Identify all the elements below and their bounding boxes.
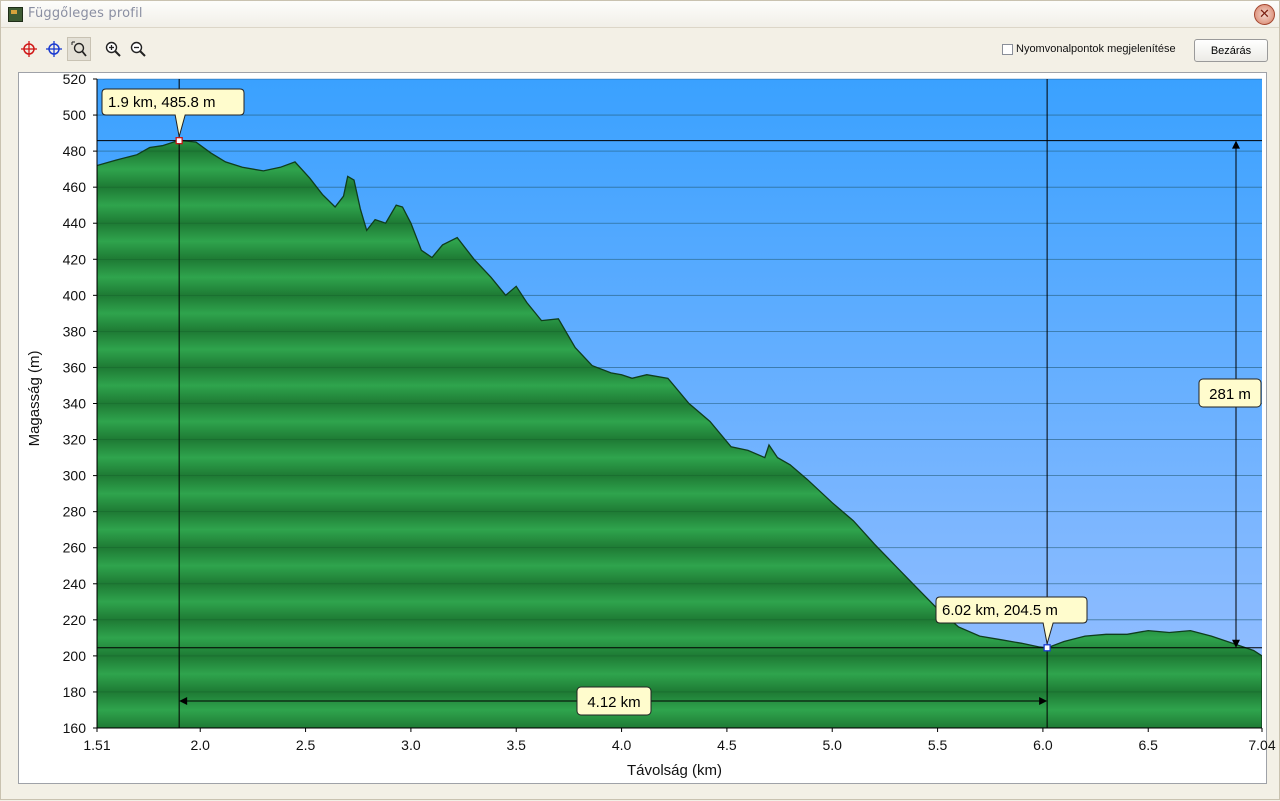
x-tick-label: 4.5 <box>717 737 737 753</box>
distance-box <box>576 686 652 716</box>
title-bar: Függőleges profil ✕ <box>1 1 1279 28</box>
zoom-in-icon[interactable] <box>101 37 125 61</box>
y-tick-label: 320 <box>63 432 87 448</box>
x-tick-label: 1.51 <box>83 737 110 753</box>
x-tick-label: 6.5 <box>1139 737 1159 753</box>
height-label: 281 m <box>1209 386 1251 403</box>
y-tick-label: 480 <box>63 143 87 159</box>
toolbar <box>17 37 150 63</box>
axes: 160 180 200 220 240 260 280 300 320 340 360 380 400 4… <box>26 71 1276 779</box>
window-close-button[interactable]: ✕ <box>1254 4 1275 25</box>
callout-label: 1.9 km, 485.8 m <box>108 94 216 111</box>
y-axis-title: Magasság (m) <box>26 351 43 447</box>
x-tick-label: 3.5 <box>506 737 526 753</box>
distance-arrow-head-right <box>1039 697 1048 705</box>
x-tick-label: 4.0 <box>612 737 632 753</box>
x-tick-label: 5.0 <box>823 737 843 753</box>
x-axis-title: Távolság (km) <box>627 762 722 779</box>
height-arrow-head-bottom <box>1232 639 1240 648</box>
y-tick-label: 180 <box>63 684 87 700</box>
end-point-callout: 6.02 km, 204.5 m <box>935 596 1088 644</box>
height-label-box: 281 m <box>1198 378 1262 408</box>
zoom-select-icon[interactable] <box>67 37 91 61</box>
y-tick-label: 300 <box>63 468 87 484</box>
window-title: Függőleges profil <box>28 6 143 21</box>
height-box <box>1198 378 1262 408</box>
y-tick-label: 340 <box>63 396 87 412</box>
close-button[interactable]: Bezárás <box>1194 39 1268 62</box>
y-tick-label: 260 <box>63 540 87 556</box>
show-trackpoints-toggle[interactable]: Nyomvonalpontok megjelenítése <box>1002 43 1176 55</box>
y-tick-label: 160 <box>63 720 87 736</box>
distance-arrow-head-left <box>179 697 188 705</box>
y-tick-label: 400 <box>63 287 87 303</box>
distance-label: 4.12 km <box>587 694 640 711</box>
distance-label-box: 4.12 km <box>576 686 652 716</box>
y-tick-label: 280 <box>63 504 87 520</box>
marker-point-start <box>175 137 183 145</box>
y-tick-label: 240 <box>63 576 87 592</box>
y-tick-label: 380 <box>63 323 87 339</box>
start-point-callout: 1.9 km, 485.8 m <box>101 88 245 137</box>
height-arrow-head-top <box>1232 140 1240 149</box>
y-tick-label: 200 <box>63 648 87 664</box>
x-tick-label: 6.0 <box>1033 737 1053 753</box>
y-tick-label: 500 <box>63 107 87 123</box>
crosshair-blue-icon[interactable] <box>42 37 66 61</box>
callout-box <box>935 596 1088 644</box>
callout-box <box>101 88 245 137</box>
callout-label: 6.02 km, 204.5 m <box>942 602 1058 619</box>
show-trackpoints-label: Nyomvonalpontok megjelenítése <box>1016 43 1176 55</box>
show-trackpoints-checkbox[interactable] <box>1002 43 1013 55</box>
x-tick-label: 3.0 <box>401 737 421 753</box>
y-tick-label: 520 <box>63 71 87 87</box>
y-tick-label: 420 <box>63 251 87 267</box>
y-tick-label: 220 <box>63 612 87 628</box>
x-tick-label: 2.0 <box>190 737 210 753</box>
marker-point-end <box>1043 644 1051 652</box>
crosshair-red-icon[interactable] <box>17 37 41 61</box>
x-tick-label: 5.5 <box>928 737 948 753</box>
x-tick-label: 2.5 <box>296 737 316 753</box>
app-icon <box>8 7 23 22</box>
y-tick-label: 460 <box>63 179 87 195</box>
y-tick-label: 360 <box>63 359 87 375</box>
zoom-out-icon[interactable] <box>126 37 150 61</box>
x-tick-label: 7.04 <box>1248 737 1275 753</box>
y-tick-label: 440 <box>63 215 87 231</box>
